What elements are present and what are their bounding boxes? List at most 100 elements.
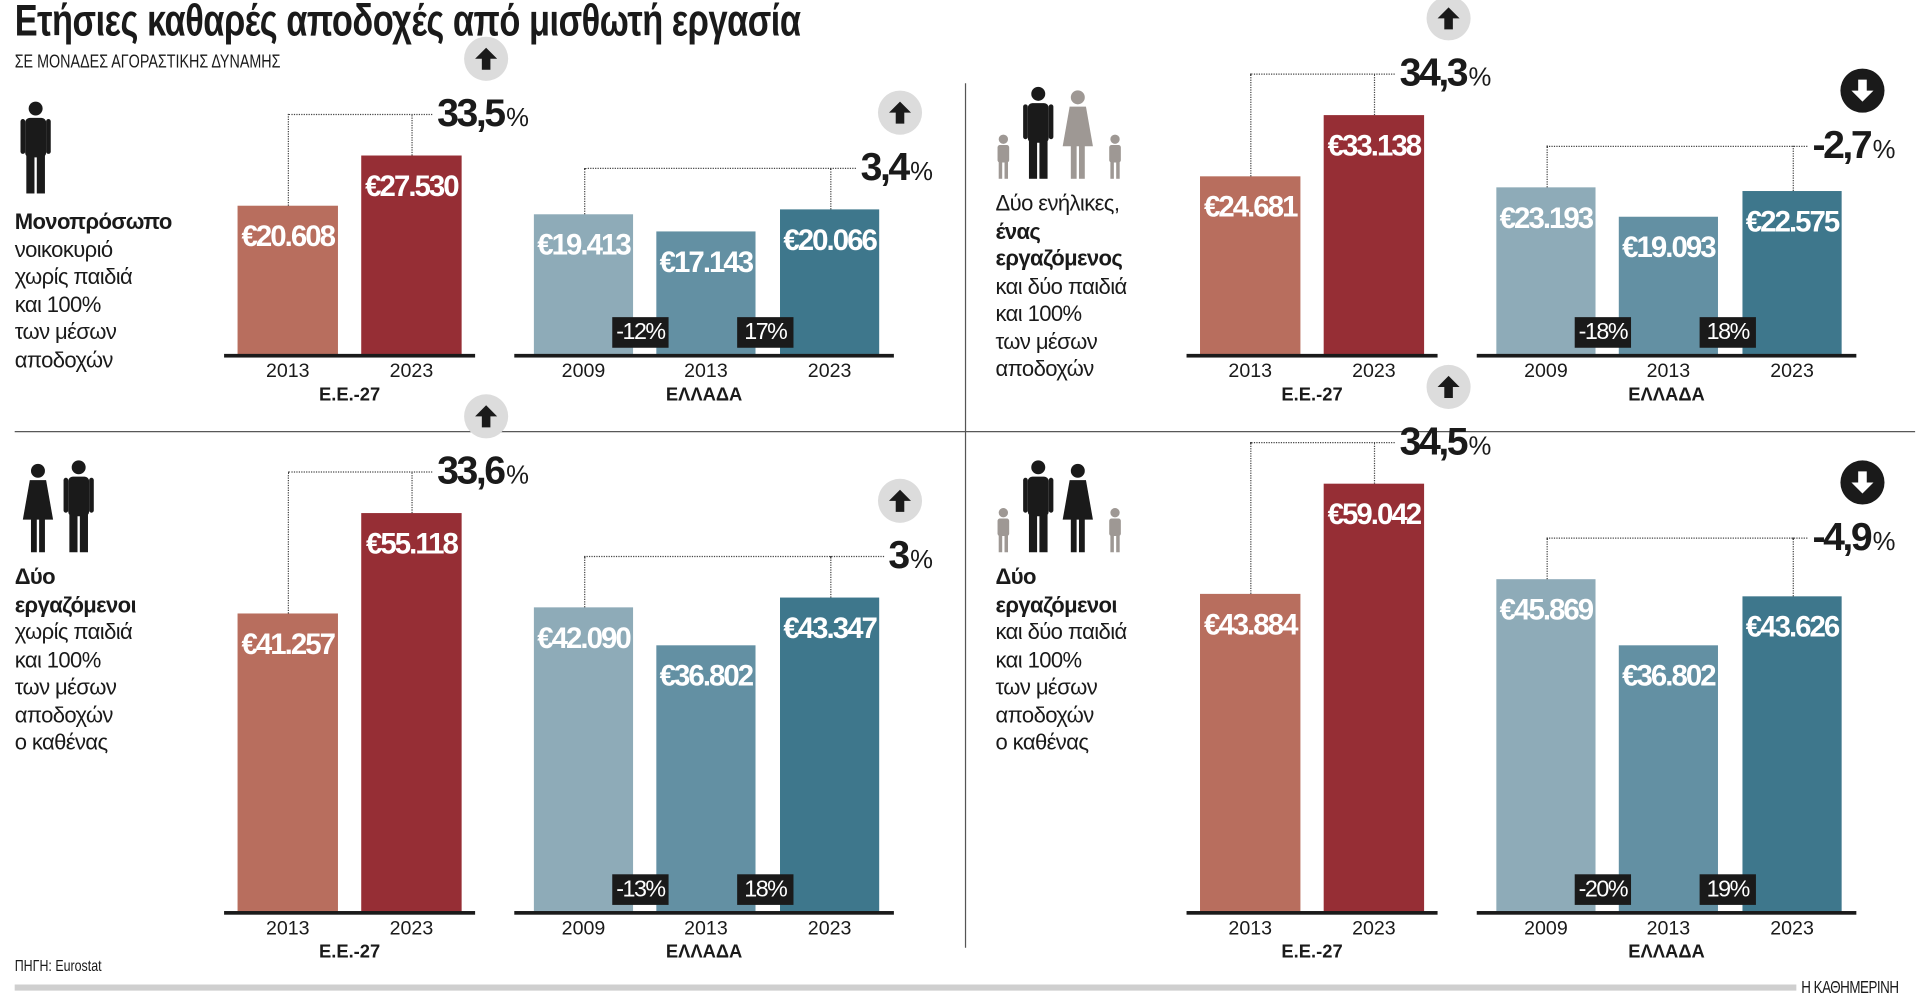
description-line: των μέσων	[995, 674, 1098, 700]
percent-sign: %	[1468, 432, 1492, 461]
description-line: Δύο	[995, 564, 1037, 589]
description-line: των μέσων	[995, 328, 1098, 354]
description-line: εργαζόμενοι	[995, 592, 1118, 617]
description-line: Δύο ενήλικες,	[995, 191, 1120, 216]
value-label: €55.118	[365, 527, 459, 561]
bracket-line	[287, 471, 433, 473]
value-label: €43.347	[783, 612, 877, 646]
bracket-line	[583, 556, 585, 608]
arrow-up-icon	[877, 90, 923, 135]
bracket-line	[583, 168, 856, 170]
footer-bar	[14, 984, 1797, 991]
bar	[1200, 176, 1301, 356]
value-label: €41.257	[241, 627, 335, 661]
bar	[361, 155, 462, 356]
change-value: 33,6	[437, 447, 506, 492]
group-label: Ε.Ε.-27	[1281, 384, 1343, 406]
couple-icon	[15, 457, 108, 561]
value-label: €33.138	[1327, 129, 1422, 163]
value-label: €59.042	[1327, 498, 1422, 533]
bracket-line	[1792, 145, 1794, 192]
brand-text: Η ΚΑΘΗΜΕΡΙΝΗ	[1801, 977, 1899, 997]
bracket-line	[411, 471, 413, 513]
total-change-label: -4,9%	[1812, 514, 1895, 567]
household-description: Μονοπρόσωπο νοικοκυριό χωρίς παιδιά και 100…	[15, 208, 173, 373]
bracket-line	[1545, 538, 1808, 540]
year-label: 2023	[389, 361, 434, 383]
value-label: €20.608	[241, 220, 335, 254]
arrow-up-icon	[877, 479, 923, 524]
source-note: ΠΗΓΗ: Eurostat	[15, 956, 126, 974]
bracket-line	[287, 113, 289, 206]
year-label: 2009	[1524, 361, 1568, 383]
description-line: ένας	[995, 218, 1041, 244]
description-line: ο καθένας	[995, 729, 1089, 755]
axis-line	[224, 911, 476, 915]
year-label: 2013	[684, 918, 728, 940]
value-label: €20.066	[783, 224, 877, 258]
change-badge: 18%	[1699, 317, 1756, 348]
value-label: €45.869	[1499, 594, 1594, 628]
vertical-divider	[964, 83, 967, 948]
value-label: €17.143	[659, 245, 754, 279]
group-label: ΕΛΛΑΔΑ	[665, 941, 743, 963]
description-line: χωρίς παιδιά	[14, 619, 133, 645]
value-label: €43.884	[1203, 608, 1298, 642]
source-text: ΠΗΓΗ: Eurostat	[14, 956, 102, 975]
axis-line	[514, 911, 894, 915]
value-label: €23.193	[1499, 201, 1594, 235]
axis-line	[1186, 911, 1438, 915]
bar	[1496, 579, 1596, 913]
household-description: Δύο ενήλικες, ένας εργαζόμενος και δύο παιδ…	[995, 190, 1128, 383]
axis-line	[514, 353, 894, 358]
description-line: αποδοχών	[995, 702, 1095, 727]
arrow-down-icon	[1840, 68, 1885, 113]
change-badge: -12%	[612, 317, 669, 348]
axis-line	[1476, 911, 1857, 915]
title-text: Ετήσιες καθαρές αποδοχές από μισθωτή εργ…	[14, 0, 801, 46]
bracket-line	[287, 113, 433, 116]
group-label: ΕΛΛΑΔΑ	[665, 384, 743, 406]
bar	[237, 205, 338, 356]
bracket-line	[411, 113, 413, 156]
subtitle: ΣΕ ΜΟΝΑΔΕΣ ΑΓΟΡΑΣΤΙΚΗΣ ΔΥΝΑΜΗΣ	[15, 51, 356, 72]
change-badge: -20%	[1574, 874, 1632, 905]
value-label: €36.802	[1622, 660, 1716, 694]
family-one-earner-icon	[989, 83, 1129, 187]
year-label: 2023	[389, 918, 434, 940]
percent-sign: %	[910, 158, 934, 187]
year-label: 2009	[1524, 918, 1568, 940]
year-label: 2023	[1352, 918, 1396, 940]
group-label: ΕΛΛΑΔΑ	[1628, 384, 1705, 406]
bracket-line	[583, 556, 884, 558]
total-change-label: 34,5%	[1400, 418, 1492, 471]
group-label: Ε.Ε.-27	[318, 384, 381, 406]
arrow-up-icon	[464, 393, 509, 438]
year-label: 2023	[1352, 361, 1396, 383]
description-line: και δύο παιδιά	[995, 273, 1128, 299]
bar	[1323, 484, 1425, 913]
description-line: και δύο παιδιά	[995, 619, 1128, 645]
total-change-label: 34,3%	[1400, 49, 1492, 102]
horizontal-divider	[14, 431, 1916, 433]
year-label: 2013	[265, 918, 310, 940]
year-label: 2023	[807, 361, 852, 383]
value-label: €19.413	[537, 229, 631, 263]
household-description: Δύο εργαζόμενοι χωρίς παιδιά και 100% των μέ…	[14, 563, 137, 756]
total-change-label: 3,4%	[861, 144, 933, 197]
description-line: αποδοχών	[995, 356, 1095, 381]
year-label: 2009	[561, 361, 606, 383]
year-label: 2013	[1646, 918, 1691, 940]
change-value: 33,5	[437, 90, 506, 135]
change-badge: -13%	[612, 874, 669, 905]
change-value: -2,7	[1812, 122, 1872, 167]
page-title: Ετήσιες καθαρές αποδοχές από μισθωτή εργ…	[15, 0, 1022, 47]
year-label: 2023	[807, 918, 852, 940]
change-value: 3	[888, 533, 910, 578]
bracket-line	[1545, 538, 1548, 580]
household-panel: Δύο εργαζόμενοι και δύο παιδιά και 100% των …	[962, 0, 1920, 1002]
description-line: των μέσων	[14, 674, 117, 700]
group-label: Ε.Ε.-27	[318, 941, 381, 963]
single-adult-icon	[15, 98, 62, 202]
